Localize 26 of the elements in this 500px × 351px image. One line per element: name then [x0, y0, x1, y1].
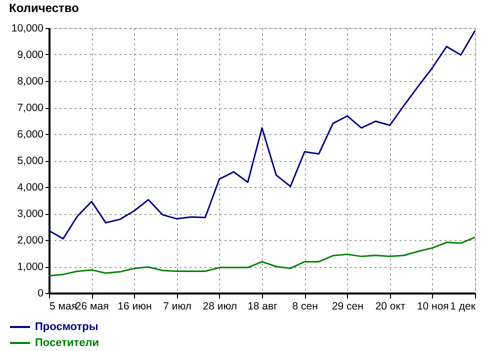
y-tick-label: 7,000 [17, 102, 44, 114]
y-tick-label: 9,000 [17, 49, 44, 61]
x-tick-label: 29 сен [332, 300, 364, 312]
legend-label: Посетители [35, 337, 99, 349]
y-tick-label: 6,000 [17, 128, 44, 140]
y-tick-label: 2,000 [17, 234, 44, 246]
x-tick-label: 16 июн [118, 300, 152, 312]
y-tick-label: 1,000 [17, 261, 44, 273]
y-tick-label: 0 [38, 288, 44, 300]
y-tick-label: 10,000 [11, 22, 44, 34]
x-tick-label: 1 дек [450, 300, 476, 312]
y-tick-label: 5,000 [17, 155, 44, 167]
x-tick-label: 18 авг [248, 300, 278, 312]
x-tick-label: 8 сен [292, 300, 318, 312]
x-tick-label: 26 мая [75, 300, 109, 312]
y-tick-label: 4,000 [17, 182, 44, 194]
y-axis-title: Количество [9, 1, 79, 15]
x-tick-label: 10 ноя [416, 300, 449, 312]
x-tick-label: 20 окт [375, 300, 406, 312]
legend-label: Просмотры [35, 321, 98, 333]
y-tick-label: 8,000 [17, 76, 44, 88]
x-tick-label: 5 мая [50, 300, 78, 312]
line-series [48, 236, 476, 277]
x-tick-label: 7 июл [163, 300, 192, 312]
y-tick-label: 3,000 [17, 208, 44, 220]
x-tick-label: 28 июл [202, 300, 238, 312]
